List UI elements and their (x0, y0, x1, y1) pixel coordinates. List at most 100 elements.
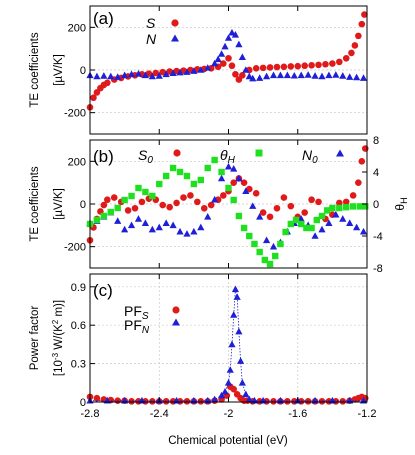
legend-marker-s0 (173, 149, 181, 157)
data-point-n (214, 55, 222, 63)
panel-a-ylabel: TE coefficients (29, 32, 41, 107)
data-point-n (269, 71, 278, 79)
data-point-pf-n (217, 391, 226, 399)
data-point-n (304, 71, 312, 78)
data-point-n (155, 72, 163, 79)
data-point-s0 (280, 194, 288, 201)
data-point-s0 (194, 198, 201, 206)
data-point-s0 (342, 198, 350, 206)
data-point-n (283, 71, 291, 79)
panel-c-legend: PFS PFN (124, 303, 180, 336)
y-tick-label: -200 (64, 242, 86, 254)
data-point-s0 (273, 204, 281, 212)
data-point-θh (246, 232, 253, 240)
data-point-s0 (124, 207, 132, 214)
data-point-pf-s (128, 398, 135, 405)
data-point-s (336, 58, 343, 66)
data-point-pf-n (230, 311, 238, 318)
data-point-pf-s (339, 398, 347, 405)
data-point-pf-s (270, 398, 277, 405)
data-point-θh (149, 192, 156, 200)
y2-tick-label: -8 (373, 263, 383, 275)
panel-b-ylabel: TE coefficients (29, 166, 41, 241)
data-point-pf-n (226, 366, 234, 373)
data-point-pf-s (162, 398, 170, 405)
data-point-s (239, 72, 246, 79)
data-point-n (353, 73, 361, 81)
data-point-θh (204, 164, 211, 172)
data-point-θh (343, 204, 350, 211)
data-point-n (121, 71, 129, 79)
data-point-s (152, 69, 160, 77)
data-point-θh (240, 224, 248, 232)
legend-marker-n (171, 34, 179, 42)
data-point-θh (176, 168, 184, 176)
data-point-n0 (311, 232, 319, 239)
data-point-s0 (287, 202, 295, 210)
data-point-n (228, 28, 236, 36)
data-point-θh (303, 224, 310, 232)
data-point-n0 (346, 219, 354, 226)
data-point-n (297, 71, 305, 79)
data-point-s0 (315, 198, 322, 206)
data-point-n (332, 71, 340, 78)
data-point-n (359, 74, 368, 81)
data-point-s0 (187, 192, 194, 199)
data-point-s (308, 62, 315, 69)
legend-marker-n0 (336, 149, 344, 157)
data-point-n (276, 71, 285, 79)
data-point-pf-n (237, 357, 245, 364)
data-point-n (169, 69, 177, 76)
data-point-n0 (224, 162, 233, 170)
data-point-n (107, 72, 115, 80)
data-point-s0 (266, 213, 274, 221)
data-point-θh (272, 252, 279, 260)
data-point-s (225, 54, 232, 62)
data-point-n0 (332, 210, 340, 218)
data-point-n0 (127, 221, 136, 229)
x-axis-label: Chemical potential (eV) (168, 435, 288, 447)
data-point-pf-n (245, 395, 253, 403)
data-point-pf-s (304, 398, 312, 405)
data-point-n0 (235, 174, 243, 182)
data-point-n (217, 50, 226, 57)
data-point-s (220, 60, 227, 67)
data-point-s0 (159, 201, 167, 209)
data-point-pf-n (221, 387, 229, 395)
y2-tick-label: -4 (373, 231, 383, 243)
data-point-n0 (121, 225, 129, 233)
panel-b-ylabel-units: [µV/K] (53, 188, 65, 220)
legend-label-n: N (146, 31, 157, 47)
data-point-n0 (297, 215, 305, 222)
panel-a-label: (a) (93, 9, 114, 28)
data-point-θh (349, 203, 357, 210)
data-point-n0 (169, 221, 177, 229)
data-point-θh (169, 164, 177, 172)
legend-marker-thetah (255, 149, 263, 157)
data-point-θh (287, 220, 295, 228)
y-tick-label: 0 (80, 397, 86, 409)
data-point-θh (313, 216, 320, 224)
data-point-θh (121, 196, 128, 204)
data-point-s0 (308, 196, 315, 204)
data-point-θh (308, 224, 315, 232)
data-point-n (256, 74, 264, 81)
data-point-s (159, 68, 167, 76)
data-point-θh (266, 260, 274, 268)
data-point-s (358, 20, 366, 28)
data-point-n0 (190, 227, 198, 235)
data-point-s0 (259, 209, 267, 216)
data-point-n (231, 31, 240, 38)
x-tick-label: -2.4 (150, 408, 169, 420)
x-tick-label: -2.8 (81, 408, 100, 420)
data-point-n (134, 70, 143, 77)
data-point-n0 (359, 227, 368, 235)
data-point-n0 (256, 213, 264, 220)
x-tick-label: -1.6 (288, 408, 307, 420)
legend-label-pfs: PFS (124, 303, 149, 322)
panel-b-y2label: θH (393, 197, 409, 210)
data-point-θh (218, 168, 225, 176)
data-point-s (232, 70, 239, 78)
data-point-n (311, 72, 319, 79)
data-point-θh (128, 192, 135, 200)
